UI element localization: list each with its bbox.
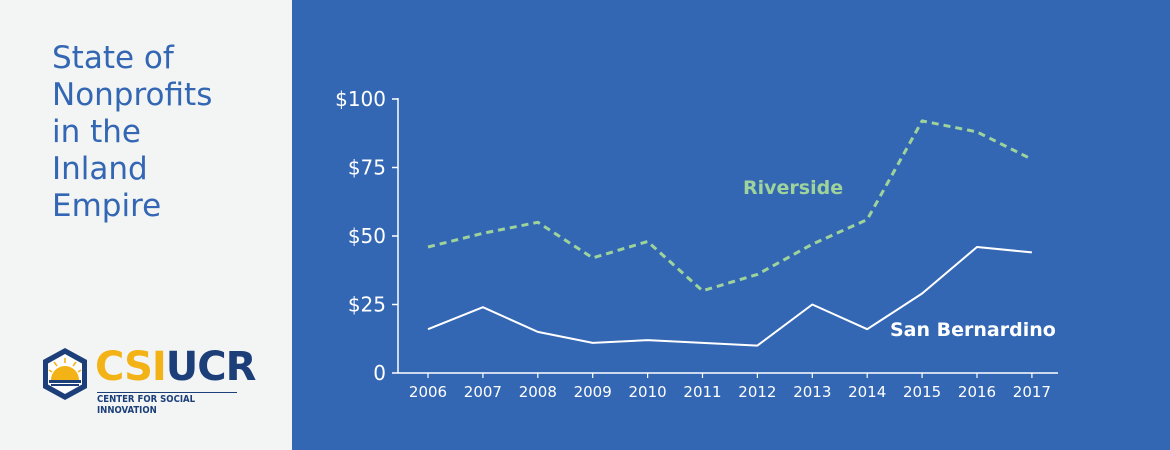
title-line: Nonprofits xyxy=(52,77,213,113)
title-line: Inland xyxy=(52,151,148,187)
title-line: in the xyxy=(52,114,141,150)
x-tick-label: 2007 xyxy=(464,383,502,401)
x-tick-label: 2012 xyxy=(738,383,776,401)
hexagon-sun-icon xyxy=(43,348,87,400)
x-tick-label: 2013 xyxy=(793,383,831,401)
y-tick-label: 0 xyxy=(373,361,386,385)
y-tick-label: $50 xyxy=(348,224,386,248)
chart-panel: 0 $25 $50 $75 $100 2006 2007 2008 2009 2010 2011 20… xyxy=(292,0,1170,450)
title-line: State of xyxy=(52,40,174,76)
x-tick-label: 2009 xyxy=(574,383,612,401)
page-title: State of Nonprofits in the Inland Empire xyxy=(52,40,282,225)
logo-wordmark: CSIUCR xyxy=(95,344,257,390)
logo-ucr: UCR xyxy=(165,344,257,390)
line-chart: 0 $25 $50 $75 $100 2006 2007 2008 2009 2010 2011 20… xyxy=(335,87,1058,401)
series-label-san-bernardino: San Bernardino xyxy=(890,319,1056,341)
x-tick-label: 2017 xyxy=(1013,383,1051,401)
x-tick-label: 2014 xyxy=(848,383,886,401)
series-line-riverside xyxy=(427,119,1033,293)
y-tick-label: $100 xyxy=(335,87,386,111)
y-tick-label: $25 xyxy=(348,293,386,317)
csiucr-logo: CSIUCR CENTER FOR SOCIAL INNOVATION xyxy=(40,344,256,416)
series-line-san-bernardino xyxy=(427,246,1032,347)
x-tick-label: 2010 xyxy=(629,383,667,401)
series-label-riverside: Riverside xyxy=(743,177,843,199)
left-panel: State of Nonprofits in the Inland Empire… xyxy=(0,0,292,450)
logo-subtitle: CENTER FOR SOCIAL INNOVATION xyxy=(97,392,237,416)
x-tick-label: 2016 xyxy=(958,383,996,401)
logo-csi: CSI xyxy=(95,344,167,390)
x-tick-label: 2006 xyxy=(409,383,447,401)
x-tick-label: 2008 xyxy=(519,383,557,401)
x-tick-label: 2011 xyxy=(683,383,721,401)
x-tick-label: 2015 xyxy=(903,383,941,401)
title-line: Empire xyxy=(52,188,162,224)
y-tick-label: $75 xyxy=(348,156,386,180)
